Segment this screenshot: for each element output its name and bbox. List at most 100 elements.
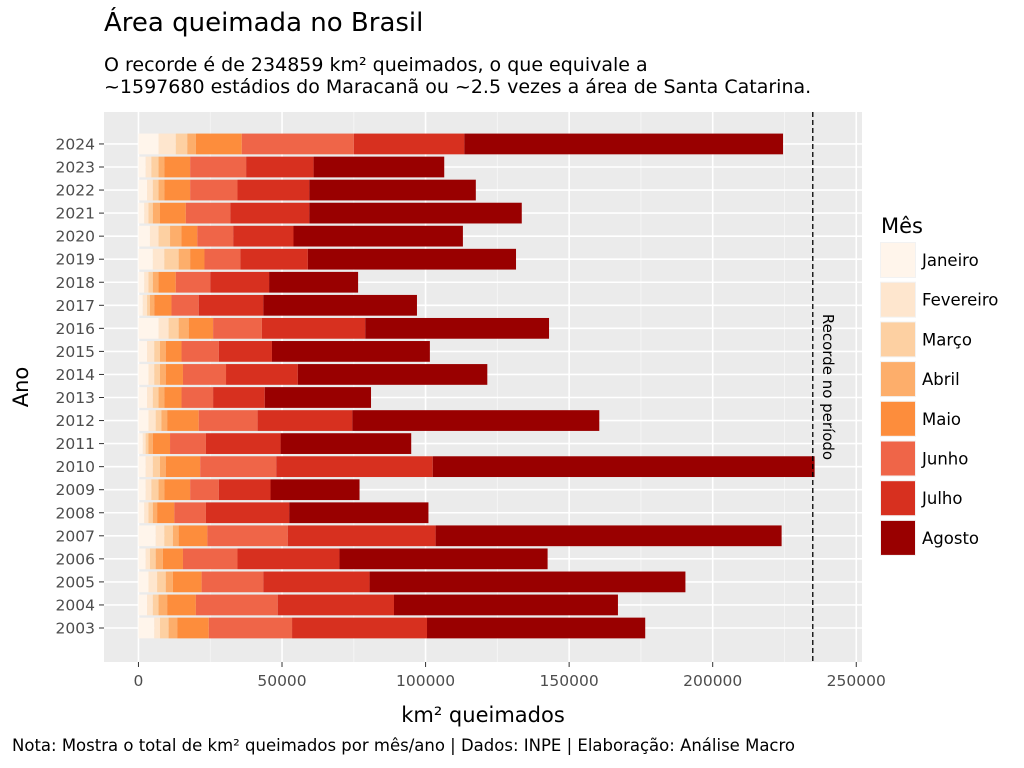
bar-2005-maio <box>172 571 202 593</box>
bar-2018-agosto <box>269 271 359 293</box>
bar-2017-janeiro <box>138 294 143 316</box>
bar-2011-julho <box>205 433 281 454</box>
bar-2011-janeiro <box>138 433 143 454</box>
bar-2015-maio <box>165 341 182 362</box>
bar-2010-janeiro <box>138 456 146 478</box>
bar-2012-julho <box>257 410 353 431</box>
bar-2021-março <box>148 202 153 224</box>
y-tick-label: 2018 <box>56 274 95 292</box>
bar-2012-janeiro <box>138 410 149 431</box>
bar-2020-março <box>158 225 171 247</box>
bar-2020-julho <box>233 225 294 247</box>
bar-2012-março <box>155 410 162 431</box>
y-tick-label: 2023 <box>56 159 95 177</box>
legend-swatch-fevereiro <box>881 282 915 317</box>
bar-2013-maio <box>164 387 182 408</box>
bar-2008-abril <box>152 502 158 524</box>
y-tick-label: 2005 <box>56 573 95 591</box>
bar-2005-agosto <box>369 571 686 593</box>
legend-swatch-julho <box>881 481 915 516</box>
bar-2008-março <box>148 502 153 524</box>
bar-2010-maio <box>165 456 201 478</box>
bar-2023-julho <box>246 156 314 178</box>
bar-2014-maio <box>165 364 183 385</box>
legend-label-julho: Julho <box>921 489 962 508</box>
bar-2017-abril <box>149 294 155 316</box>
bar-2015-junho <box>181 341 219 362</box>
bar-2003-março <box>159 617 169 639</box>
bar-2008-janeiro <box>138 502 145 524</box>
subtitle-line-1: O recorde é de 234859 km² queimados, o q… <box>104 54 648 76</box>
bar-2012-abril <box>161 410 168 431</box>
bar-2005-abril <box>165 571 173 593</box>
y-tick-label: 2009 <box>56 481 95 499</box>
bar-2010-agosto <box>432 456 815 478</box>
legend-swatch-março <box>881 322 915 357</box>
bar-2011-agosto <box>280 433 412 454</box>
bar-2016-maio <box>188 317 214 339</box>
legend-swatch-abril <box>881 362 915 397</box>
bar-2007-agosto <box>435 525 782 547</box>
bar-2006-agosto <box>339 548 548 570</box>
bar-2013-fevereiro <box>147 387 153 408</box>
y-tick-label: 2010 <box>56 458 95 476</box>
bar-2009-agosto <box>270 479 360 501</box>
bar-2017-março <box>147 294 150 316</box>
bar-2003-janeiro <box>138 617 155 639</box>
bar-2017-maio <box>154 294 172 316</box>
y-tick-label: 2013 <box>56 389 95 407</box>
bar-2004-junho <box>195 594 278 616</box>
bar-2015-agosto <box>271 341 430 362</box>
bar-2022-janeiro <box>138 179 148 201</box>
bar-2017-agosto <box>263 294 417 316</box>
bar-2024-abril <box>187 133 196 155</box>
legend-label-fevereiro: Fevereiro <box>922 291 998 310</box>
bar-2013-julho <box>213 387 265 408</box>
bar-2009-julho <box>218 479 271 501</box>
bar-2010-fevereiro <box>145 456 153 478</box>
bar-2017-julho <box>198 294 264 316</box>
legend-title: Mês <box>881 214 923 238</box>
y-tick-label: 2022 <box>56 182 95 200</box>
bar-2004-julho <box>277 594 394 616</box>
legend-label-janeiro: Janeiro <box>921 251 979 270</box>
bar-2012-fevereiro <box>148 410 156 431</box>
bar-2019-abril <box>178 248 191 270</box>
bar-2016-janeiro <box>138 317 159 339</box>
bar-2012-maio <box>167 410 199 431</box>
bar-2018-janeiro <box>138 271 145 293</box>
bar-2015-janeiro <box>138 341 148 362</box>
y-tick-label: 2024 <box>56 135 95 153</box>
bar-2017-fevereiro <box>142 294 148 316</box>
x-tick-label: 150000 <box>540 672 599 690</box>
bar-2024-agosto <box>464 133 784 155</box>
bar-2016-agosto <box>365 317 550 339</box>
bar-2019-maio <box>190 248 205 270</box>
bar-2022-julho <box>237 179 310 201</box>
bar-2003-maio <box>177 617 209 639</box>
bar-2013-abril <box>158 387 165 408</box>
bar-2021-julho <box>230 202 310 224</box>
legend-label-abril: Abril <box>922 370 960 389</box>
bar-2018-junho <box>175 271 211 293</box>
x-tick-label: 50000 <box>257 672 306 690</box>
chart-title: Área queimada no Brasil <box>104 8 424 38</box>
legend-label-maio: Maio <box>922 410 961 429</box>
bar-2014-agosto <box>297 364 488 385</box>
bar-2003-abril <box>168 617 178 639</box>
x-axis-title: km² queimados <box>401 703 565 727</box>
legend-label-agosto: Agosto <box>922 529 979 548</box>
bar-2007-janeiro <box>138 525 156 547</box>
bar-2009-fevereiro <box>145 479 152 501</box>
bar-2020-maio <box>181 225 198 247</box>
bar-2016-junho <box>213 317 262 339</box>
bar-2019-janeiro <box>138 248 153 270</box>
bar-2019-junho <box>204 248 241 270</box>
bar-2004-fevereiro <box>147 594 153 616</box>
bar-2022-março <box>152 179 159 201</box>
y-tick-label: 2016 <box>56 320 95 338</box>
legend: Mês Janeiro Fevereiro Março Abril Maio Junho Ju… <box>880 214 998 556</box>
legend-swatch-maio <box>881 401 915 436</box>
bar-2024-janeiro <box>138 133 159 155</box>
bar-2004-março <box>152 594 159 616</box>
